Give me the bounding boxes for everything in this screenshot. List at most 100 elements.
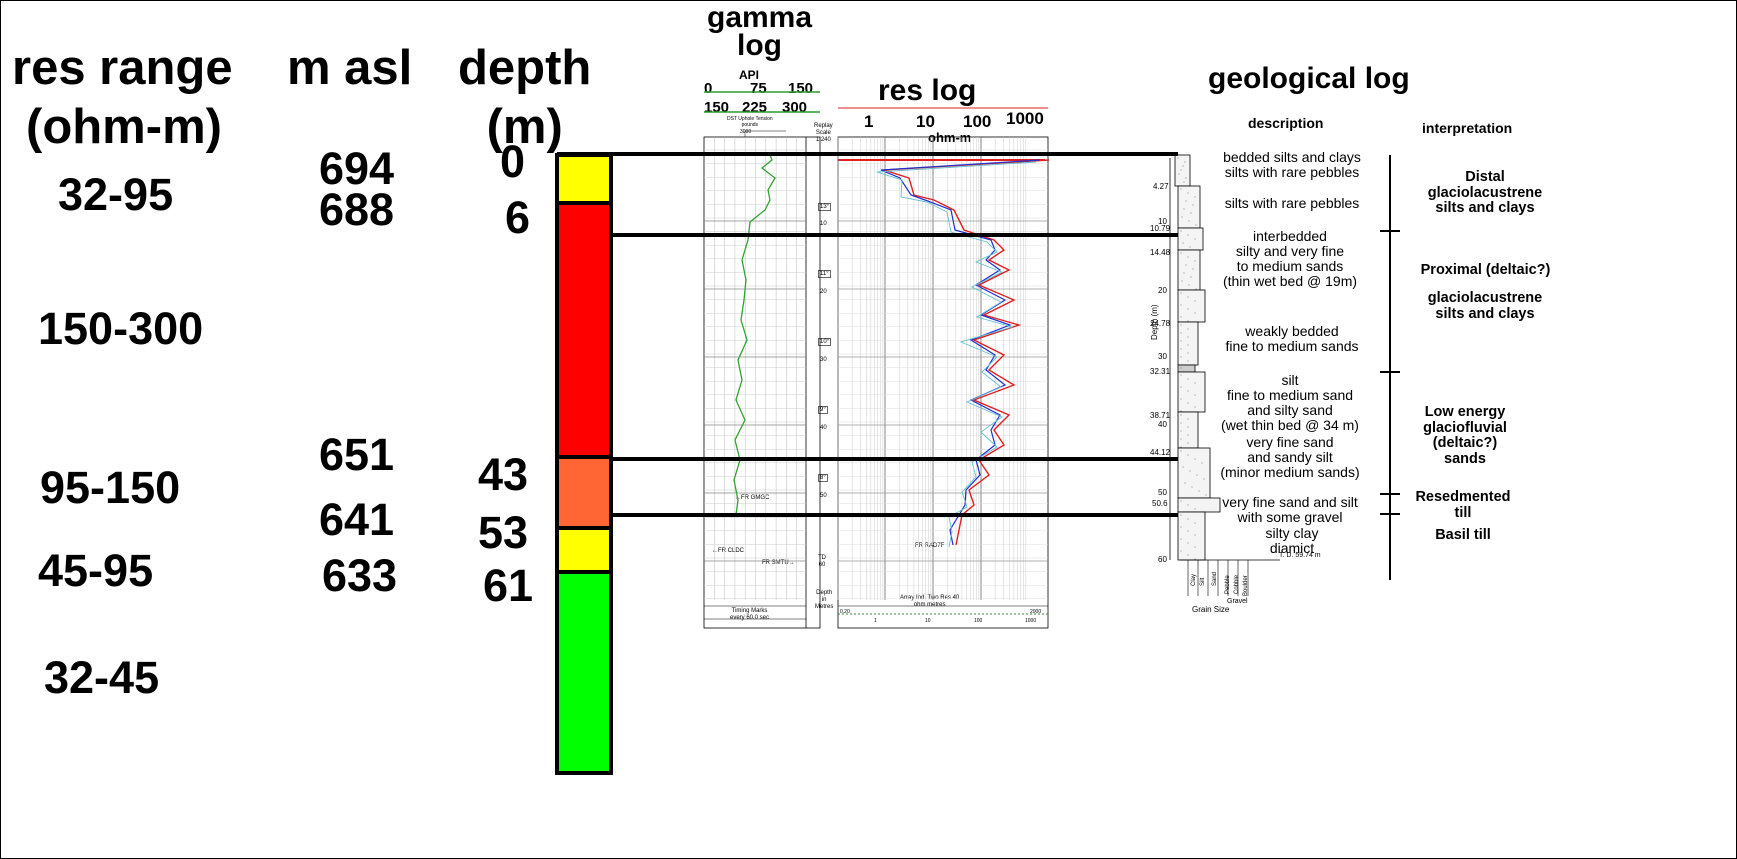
- res-footer-tick: 1000: [1025, 618, 1037, 624]
- m-asl-value: 694: [319, 143, 395, 194]
- sand-dot: [1180, 514, 1182, 516]
- lithology-column: [1169, 154, 1280, 596]
- sand-dot: [1187, 554, 1189, 556]
- sand-dot: [1180, 538, 1182, 540]
- sand-dot: [1194, 458, 1196, 460]
- gamma-depth-mark: 20: [820, 289, 827, 295]
- res-footer-tick: 10: [925, 618, 931, 624]
- sand-dot: [1187, 328, 1189, 330]
- sand-dot: [1182, 242, 1184, 244]
- sand-dot: [1187, 320, 1189, 322]
- geo-depth-tick: 20: [1158, 286, 1167, 295]
- timing-marks-label: Timing Marks every 60.0 sec: [730, 608, 770, 621]
- sand-dot: [1190, 212, 1192, 214]
- sand-dot: [1180, 410, 1182, 412]
- sand-dot: [1187, 360, 1189, 362]
- res-scale-tick: 100: [963, 112, 992, 131]
- angle-mark: 10°: [818, 338, 832, 346]
- litho-unit: [1174, 154, 1191, 187]
- gamma-annotation: ←FR GMGC: [735, 495, 770, 501]
- sand-dot: [1180, 414, 1182, 416]
- res-grid: [837, 136, 1049, 629]
- geo-depth-tick: 50: [1158, 488, 1167, 497]
- resistivity-band: [555, 201, 613, 459]
- res-footer-label: Array Ind. Two Res 40 ohm metres: [900, 595, 960, 608]
- sand-dot: [1189, 470, 1191, 472]
- sand-dot: [1198, 490, 1200, 492]
- sand-dot: [1180, 230, 1182, 232]
- res-scale-tick: 10: [916, 112, 935, 131]
- replay-scale-label: Replay Scale 1:240: [814, 123, 833, 143]
- sand-dot: [1180, 356, 1182, 358]
- sand-dot: [1180, 324, 1182, 326]
- sand-dot: [1195, 224, 1197, 226]
- litho-unit: [1177, 249, 1201, 291]
- gamma-annotation: ←FR CLDC: [712, 548, 745, 554]
- sand-dot: [1187, 434, 1189, 436]
- geo-depth-tick: 4.27: [1153, 182, 1169, 191]
- sand-dot: [1182, 165, 1184, 167]
- description-2: interbedded silty and very fine to medium…: [1222, 228, 1358, 290]
- sand-dot: [1180, 304, 1182, 306]
- res-range-value: 32-95: [58, 169, 174, 220]
- sand-dot: [1194, 394, 1196, 396]
- tension-label: DST Uphole Tension pounds: [727, 116, 773, 128]
- sand-dot: [1182, 466, 1184, 468]
- m-asl-value: 641: [319, 494, 395, 545]
- res-curve-medium: [880, 159, 1041, 546]
- res-scale-tick: 1000: [1006, 109, 1044, 128]
- sand-dot: [1203, 478, 1205, 480]
- sand-dot: [1205, 494, 1207, 496]
- litho-unit: [1177, 227, 1204, 251]
- sand-dot: [1180, 398, 1182, 400]
- sand-dot: [1183, 208, 1185, 210]
- sand-dot: [1180, 348, 1182, 350]
- sand-dot: [1187, 426, 1189, 428]
- res-range-header: res range (ohm-m): [12, 41, 233, 154]
- res-annotation: FR RAD7F: [915, 543, 945, 549]
- description-0: bedded silts and clays silts with rare pe…: [1223, 149, 1361, 181]
- gamma-depth-mark: 30: [820, 357, 827, 363]
- litho-unit: [1177, 185, 1201, 229]
- sand-dot: [1184, 482, 1186, 484]
- sand-dot: [1194, 406, 1196, 408]
- td-label: T. D. 59.74 m: [1279, 552, 1321, 559]
- geo-depth-tick: 40: [1158, 420, 1167, 429]
- res-unit: ohm-m: [928, 130, 972, 145]
- sand-dot: [1180, 367, 1182, 369]
- sand-dot: [1187, 390, 1189, 392]
- interpretation-header: interpretation: [1422, 120, 1513, 136]
- angle-mark: 13°: [818, 203, 832, 211]
- sand-dot: [1196, 474, 1198, 476]
- res-scale-tick: 1: [864, 112, 874, 131]
- interpretation-5: Basil till: [1435, 527, 1491, 543]
- sand-dot: [1201, 462, 1203, 464]
- res-footer-tick: 100: [974, 618, 983, 624]
- correlation-lines: [557, 152, 1178, 517]
- sand-dot: [1185, 177, 1187, 179]
- resistivity-column: [555, 153, 613, 775]
- gamma-scale-top-0: 0: [704, 80, 713, 97]
- depth-value: 43: [478, 449, 529, 500]
- sand-dot: [1194, 534, 1196, 536]
- sand-dot: [1180, 316, 1182, 318]
- sand-dot: [1185, 200, 1187, 202]
- interpretation-2: glaciolacustrene silts and clays: [1427, 290, 1543, 322]
- sand-dot: [1187, 308, 1189, 310]
- m-asl-value: 688: [319, 184, 395, 235]
- grain-size-group: Gravel: [1227, 598, 1248, 605]
- grain-size-caption: Grain Size: [1192, 605, 1230, 614]
- interpretation-bar: [1380, 155, 1400, 580]
- litho-unit: [1177, 371, 1206, 413]
- res-curve-deep: [883, 159, 1050, 546]
- sand-dot: [1184, 161, 1186, 163]
- sand-dot: [1194, 260, 1196, 262]
- sand-dot: [1194, 558, 1196, 560]
- depth-value: 0: [500, 136, 526, 187]
- depth-value: 6: [505, 192, 531, 243]
- res-log-title: res log: [878, 74, 977, 107]
- sand-dot: [1195, 288, 1197, 290]
- sand-dot: [1187, 418, 1189, 420]
- gamma-depth-mark: 40: [820, 425, 827, 431]
